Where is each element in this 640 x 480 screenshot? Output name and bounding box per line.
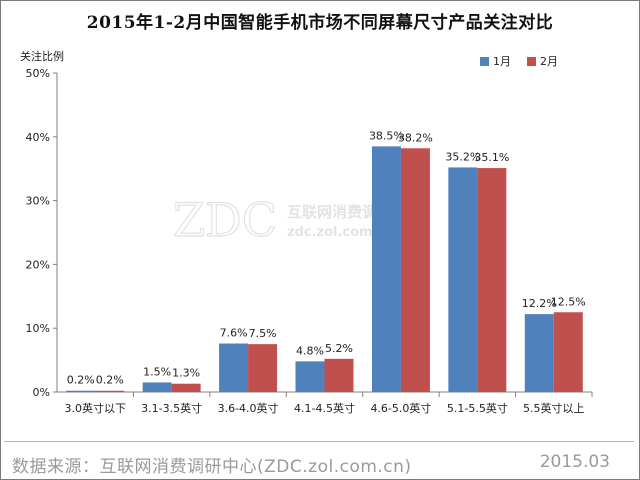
data-label-series-1: 7.6% [220,327,248,340]
data-labels: 0.2% 0.2% 1.5% 1.3% 7.6% 7.5% 4.8% 5.2% 38.5%38.… [67,129,586,386]
data-label-series-1: 0.2% [67,374,95,387]
data-label-series-1: 35.2% [445,150,480,163]
bar-series-1 [219,343,249,392]
data-label-series-2: 5.2% [325,342,353,355]
bar-series-1 [524,314,554,392]
y-tick-label: 30% [26,195,50,208]
legend-label-series-1: 1月 [493,55,511,68]
watermark-url: zdc.zol.com.cn [287,225,395,240]
data-label-series-1: 1.5% [143,365,171,378]
bar-series-1 [142,382,172,392]
legend-item-series-2: 2月 [527,53,558,69]
data-label-series-1: 12.2% [522,297,557,310]
data-label-series-1: 4.8% [296,344,324,357]
data-label-series-2: 1.3% [172,367,200,380]
chart-canvas: ZDC 互联网消费调研中心 zdc.zol.com.cn 0% 10% 20% 30%… [26,67,593,415]
data-label-series-2: 12.5% [551,295,586,308]
legend-item-series-1: 1月 [480,53,511,69]
bar-series-2 [477,168,507,392]
x-tick-label: 3.1-3.5英寸 [141,401,202,415]
watermark: ZDC 互联网消费调研中心 zdc.zol.com.cn [172,192,422,247]
y-tick-label: 20% [26,258,50,271]
y-tick-label: 0% [33,386,50,399]
bar-series-2 [553,312,583,392]
x-tick-label: 4.1-4.5英寸 [294,401,355,415]
legend-swatch-series-1 [480,56,489,66]
footer: 数据来源：互联网消费调研中心(ZDC.zol.com.cn) 2015.03 [0,441,640,480]
y-axis-label: 关注比例 [20,50,64,63]
y-tick-label: 40% [26,131,50,144]
bar-series-1 [448,167,478,392]
chart-title: 2015年1-2月中国智能手机市场不同屏幕尺寸产品关注对比 [86,13,554,33]
bar-series-1 [66,390,96,392]
axes: 0% 10% 20% 30% 40% 50% 3.0英寸以下 3.1-3.5英寸 3.6-4.0… [26,67,593,415]
data-label-series-2: 7.5% [249,327,277,340]
bar-series-1 [371,146,401,392]
footer-divider [4,441,634,442]
bar-series-1 [295,361,325,392]
legend-swatch-series-2 [527,56,536,66]
footer-date: 2015.03 [539,452,610,472]
x-tick-label: 4.6-5.0英寸 [370,401,431,415]
legend: 1月 2月 [480,53,574,69]
x-tick-label: 3.6-4.0英寸 [218,401,279,415]
watermark-logo: ZDC [173,193,277,247]
bar-series-2 [171,383,201,392]
bars [66,146,583,392]
bar-series-2 [248,344,278,392]
x-tick-label: 3.0英寸以下 [64,401,126,415]
x-tick-label: 5.5英寸以上 [523,401,585,415]
data-label-series-1: 38.5% [369,129,404,142]
bar-series-2 [400,148,430,392]
data-label-series-2: 35.1% [474,151,509,164]
y-tick-label: 10% [26,322,50,335]
data-label-series-2: 38.2% [398,131,433,144]
footer-source: 数据来源：互联网消费调研中心(ZDC.zol.com.cn) [12,457,412,477]
data-label-series-2: 0.2% [96,374,124,387]
bar-series-2 [95,390,125,392]
bar-series-2 [324,358,354,392]
x-tick-label: 5.1-5.5英寸 [447,401,508,415]
legend-label-series-2: 2月 [540,55,558,68]
y-tick-label: 50% [26,67,50,80]
